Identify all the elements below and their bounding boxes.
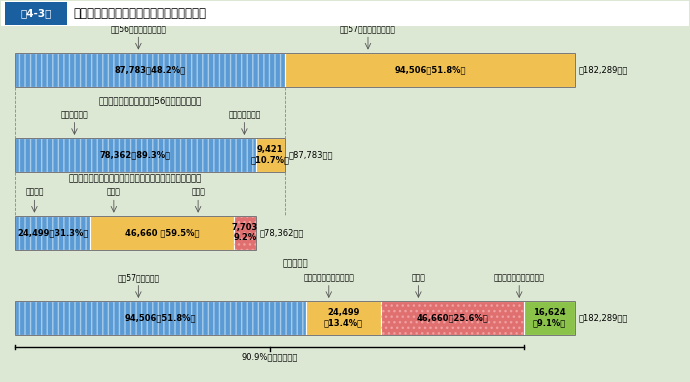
Bar — [381, 301, 524, 335]
Text: （182,289棟）: （182,289棟） — [579, 314, 628, 322]
Text: 耗震性有: 耗震性有 — [25, 188, 43, 197]
Text: 「耗震率」: 「耗震率」 — [282, 260, 308, 269]
Bar — [15, 301, 306, 335]
Text: 改修済: 改修済 — [107, 188, 121, 197]
Text: 改修済: 改修済 — [411, 273, 425, 282]
Bar — [234, 216, 256, 250]
Text: 耗震診断の結果耗震性有: 耗震診断の結果耗震性有 — [304, 273, 354, 282]
Text: 16,624
（9.1%）: 16,624 （9.1%） — [533, 308, 566, 328]
Text: 未改修又は耗震性未確認: 未改修又は耗震性未確認 — [494, 273, 544, 282]
Text: 防災拠点となる公共施設等の耗震化の状況: 防災拠点となる公共施設等の耗震化の状況 — [74, 7, 206, 20]
Text: 耗震診断実施: 耗震診断実施 — [61, 110, 88, 119]
Text: （182,289棟）: （182,289棟） — [579, 65, 628, 74]
Bar — [15, 301, 306, 335]
Text: 昭和56年以前建築の棟数: 昭和56年以前建築の棟数 — [110, 24, 166, 34]
Text: 昭和57年以降建築の棟数: 昭和57年以降建築の棟数 — [340, 24, 396, 34]
Bar — [15, 216, 90, 250]
Bar — [15, 138, 256, 172]
Bar — [381, 301, 524, 335]
Text: 「建築年次」: 「建築年次」 — [280, 11, 311, 20]
Text: 耗震診断未実施: 耗震診断未実施 — [228, 110, 261, 119]
Bar — [15, 301, 575, 335]
Bar — [15, 216, 90, 250]
Bar — [15, 53, 575, 87]
Text: 90.9%（耗震性有）: 90.9%（耗震性有） — [241, 353, 298, 362]
Text: 46,660 （59.5%）: 46,660 （59.5%） — [125, 228, 199, 237]
Bar — [90, 216, 234, 250]
Text: 87,783（48.2%）: 87,783（48.2%） — [115, 65, 186, 74]
Bar — [5, 2, 67, 25]
Text: 46,660（25.6%）: 46,660（25.6%） — [417, 314, 489, 322]
Bar — [524, 301, 575, 335]
Bar — [285, 53, 575, 87]
Bar — [306, 301, 381, 335]
Text: 未改修: 未改修 — [191, 188, 205, 197]
Text: 24,499
（13.4%）: 24,499 （13.4%） — [324, 308, 363, 328]
Text: 78,362（89.3%）: 78,362（89.3%） — [100, 151, 171, 159]
Text: 9,421
（10.7%）: 9,421 （10.7%） — [251, 145, 290, 165]
Bar — [15, 53, 285, 87]
Text: 24,499（31.3%）: 24,499（31.3%） — [17, 228, 88, 237]
Text: 94,506（51.8%）: 94,506（51.8%） — [394, 65, 466, 74]
Bar — [15, 138, 285, 172]
Bar — [256, 138, 285, 172]
Bar — [15, 53, 285, 87]
Text: 昭和57年以降建築: 昭和57年以降建築 — [117, 273, 159, 282]
Text: （87,783棟）: （87,783棟） — [288, 151, 333, 159]
Text: 笥4-3図: 笥4-3図 — [20, 8, 52, 18]
Text: 「耗震診断実施結果と耗震改修の現状（耗震診断実施）」: 「耗震診断実施結果と耗震改修の現状（耗震診断実施）」 — [69, 175, 202, 183]
Text: 「耗震診断実施率（昭和56年以前建築）」: 「耗震診断実施率（昭和56年以前建築）」 — [99, 97, 201, 106]
Text: （平成２７年度末）: （平成２７年度末） — [640, 15, 682, 24]
Text: 94,506（51.8%）: 94,506（51.8%） — [125, 314, 196, 322]
Bar — [234, 216, 256, 250]
Text: 7,703
9.2%: 7,703 9.2% — [232, 223, 258, 243]
Bar — [15, 138, 256, 172]
Bar — [1, 1, 689, 26]
Text: （78,362棟）: （78,362棟） — [259, 228, 304, 237]
Bar — [15, 216, 256, 250]
